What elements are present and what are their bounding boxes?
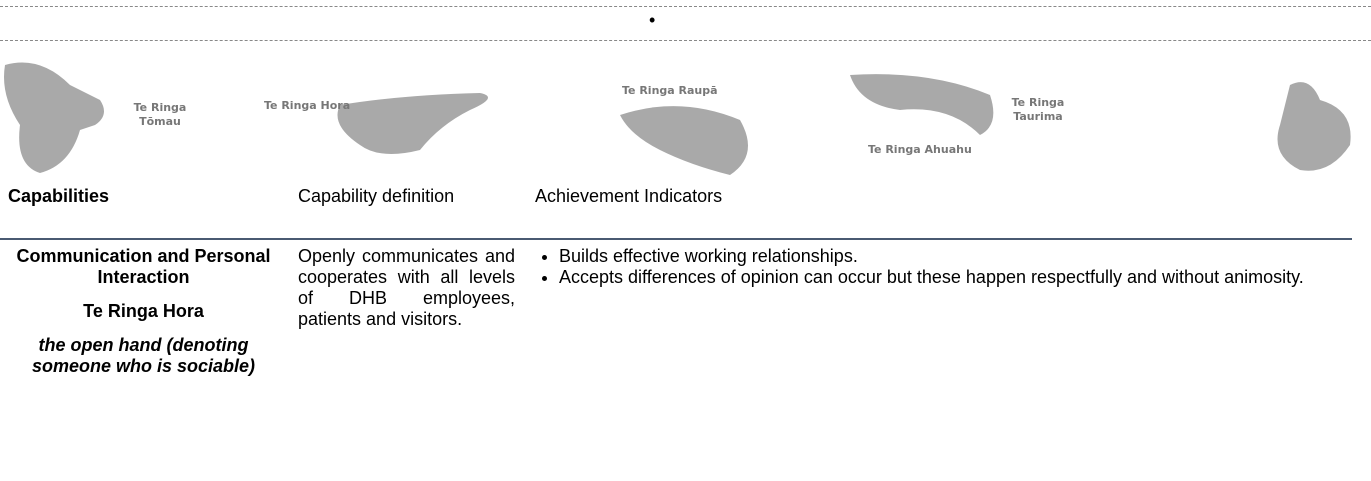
hand-label: Te Ringa Raupā xyxy=(622,84,718,97)
hand-label: Te Ringa Taurima xyxy=(1011,96,1065,123)
hand-image xyxy=(620,106,748,175)
table-header: Capability definition xyxy=(298,186,455,206)
hand-label: Te Ringa Hora xyxy=(264,99,351,112)
hand-image xyxy=(337,93,488,154)
bullet: • xyxy=(649,10,656,30)
hand-image xyxy=(4,62,104,173)
hand-images xyxy=(4,62,1351,175)
capability-maori: Te Ringa Hora xyxy=(83,301,204,321)
capability-cell: Communication and Personal Interaction T… xyxy=(0,246,287,377)
divider xyxy=(0,40,1371,41)
hand-label: Te Ringa Tōmau xyxy=(133,101,187,128)
hand-label: Te Ringa Ahuahu xyxy=(868,143,972,156)
indicator: Builds effective working relationships. xyxy=(559,246,1325,267)
capability-meaning: the open hand (denoting someone who is s… xyxy=(31,335,256,376)
divider xyxy=(0,6,1371,7)
hand-image xyxy=(1277,82,1351,171)
hand-image xyxy=(850,74,994,135)
table-header: Achievement Indicators xyxy=(535,186,723,206)
definition-cell: Openly communicates and cooperates with … xyxy=(298,246,515,329)
indicator: Accepts differences of opinion can occur… xyxy=(559,267,1325,288)
indicators-cell: Builds effective working relationships. … xyxy=(535,246,1325,288)
indicator-list: Builds effective working relationships. … xyxy=(535,246,1325,288)
capability-title: Communication and Personal Interaction xyxy=(16,246,271,287)
table-rule xyxy=(0,238,1352,240)
table-header: Capabilities xyxy=(8,186,110,206)
